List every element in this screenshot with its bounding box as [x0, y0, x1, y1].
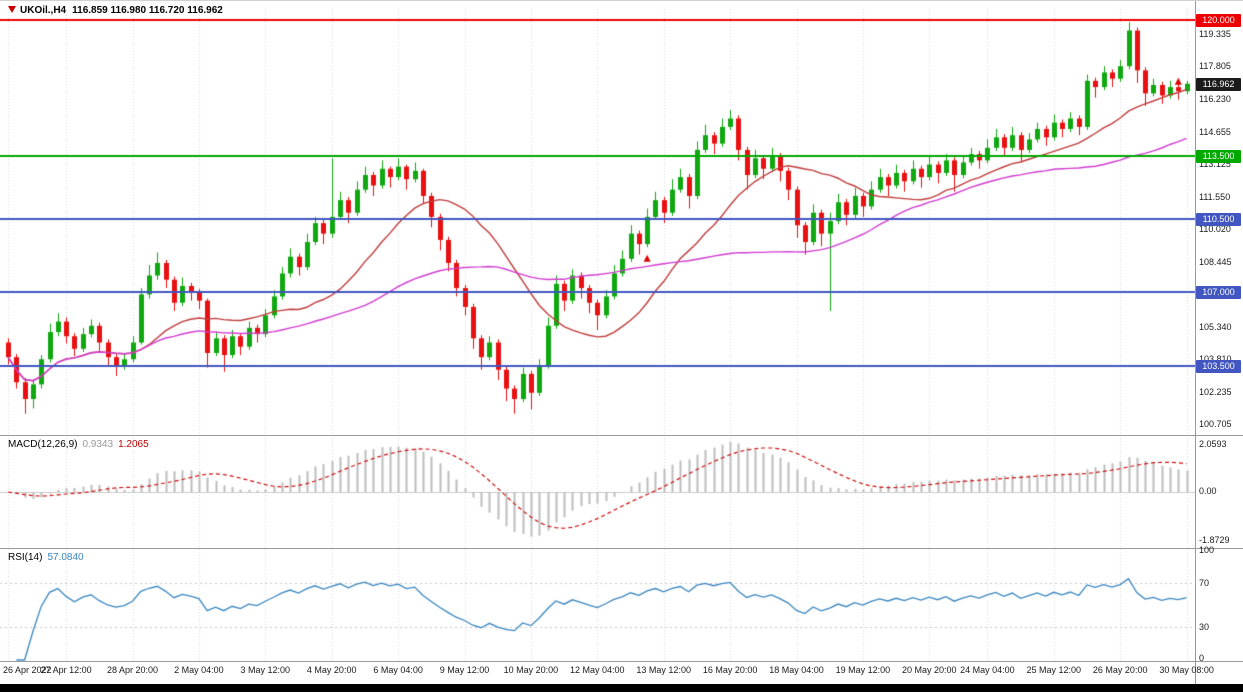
macd-tick-label: -1.8729	[1199, 535, 1230, 545]
rsi-name: RSI(14)	[8, 552, 43, 563]
price-level-badge: 103.500	[1196, 360, 1241, 373]
price-axis[interactable]: 119.335 117.805 116.230 114.655 113.125 111.5…	[1195, 1, 1243, 683]
price-tick-label: 100.705	[1199, 419, 1232, 429]
macd-name: MACD(12,26,9)	[8, 439, 78, 450]
bottom-scrollbar[interactable]	[0, 684, 1243, 692]
ohlc-values: 116.859 116.980 116.720 116.962	[72, 5, 223, 16]
price-level-badge: 110.500	[1196, 213, 1241, 226]
price-tick-label: 102.235	[1199, 387, 1232, 397]
time-tick-label: 30 May 08:00	[1159, 665, 1214, 675]
chart-title: UKOil.,H4 116.859 116.980 116.720 116.962	[8, 5, 223, 16]
macd-indicator-label: MACD(12,26,9) 0.9343 1.2065	[8, 439, 154, 450]
macd-panel-separator[interactable]	[0, 435, 1243, 436]
price-level-badge: 113.500	[1196, 150, 1241, 163]
price-tick-label: 103.810	[1199, 354, 1232, 364]
time-tick-label: 18 May 04:00	[769, 665, 824, 675]
time-tick-label: 9 May 12:00	[439, 665, 490, 675]
time-tick-label: 25 May 12:00	[1026, 665, 1082, 675]
time-tick-label: 27 Apr 12:00	[40, 665, 92, 675]
time-tick-label: 26 Apr 2022	[3, 665, 52, 675]
price-tick-label: 108.445	[1199, 257, 1232, 267]
time-tick-label: 26 May 20:00	[1092, 665, 1148, 675]
rsi-value: 57.0840	[47, 552, 84, 563]
time-axis-separator	[0, 661, 1243, 662]
time-tick-label: 6 May 04:00	[373, 665, 423, 675]
macd-main-value: 0.9343	[82, 439, 114, 450]
symbol-label: UKOil.,H4	[20, 5, 67, 16]
rsi-tick-label: 30	[1199, 622, 1210, 632]
price-tick-label: 119.335	[1199, 29, 1231, 39]
time-tick-label: 2 May 04:00	[174, 665, 224, 675]
rsi-tick-label: 70	[1199, 578, 1210, 588]
time-tick-label: 16 May 20:00	[702, 665, 758, 675]
time-axis[interactable]: 26 Apr 2022 27 Apr 12:00 28 Apr 20:00 2 May…	[0, 661, 1243, 684]
rsi-tick-label: 100	[1199, 545, 1215, 555]
rsi-tick-label: 0	[1199, 653, 1205, 663]
price-axis-separator	[1195, 1, 1196, 684]
price-level-badge: 116.962	[1196, 78, 1241, 91]
price-tick-label: 117.805	[1199, 61, 1231, 71]
price-level-badge: 107.000	[1196, 286, 1241, 299]
price-tick-label: 113.125	[1199, 159, 1231, 169]
time-tick-label: 20 May 20:00	[902, 665, 957, 675]
time-tick-label: 3 May 12:00	[240, 665, 291, 675]
rsi-panel-separator[interactable]	[0, 548, 1243, 549]
time-tick-label: 10 May 20:00	[503, 665, 559, 675]
chart-plot-canvas[interactable]	[0, 1, 1195, 683]
price-tick-label: 111.550	[1199, 192, 1231, 202]
time-tick-label: 19 May 12:00	[835, 665, 891, 675]
symbol-marker-icon	[8, 6, 16, 13]
macd-tick-label: 2.0593	[1199, 439, 1227, 449]
price-level-badge: 120.000	[1196, 14, 1241, 27]
price-tick-label: 105.340	[1199, 322, 1232, 332]
time-tick-label: 4 May 20:00	[306, 665, 357, 675]
price-tick-label: 114.655	[1199, 127, 1231, 137]
macd-signal-value: 1.2065	[118, 439, 149, 450]
price-tick-label: 116.230	[1199, 94, 1231, 104]
macd-tick-label: 0.00	[1199, 486, 1217, 496]
time-tick-label: 28 Apr 20:00	[106, 665, 159, 675]
time-tick-label: 12 May 04:00	[570, 665, 625, 675]
time-tick-label: 13 May 12:00	[636, 665, 691, 675]
price-tick-label: 110.020	[1199, 224, 1231, 234]
time-tick-label: 24 May 04:00	[960, 665, 1015, 675]
rsi-indicator-label: RSI(14) 57.0840	[8, 552, 89, 563]
